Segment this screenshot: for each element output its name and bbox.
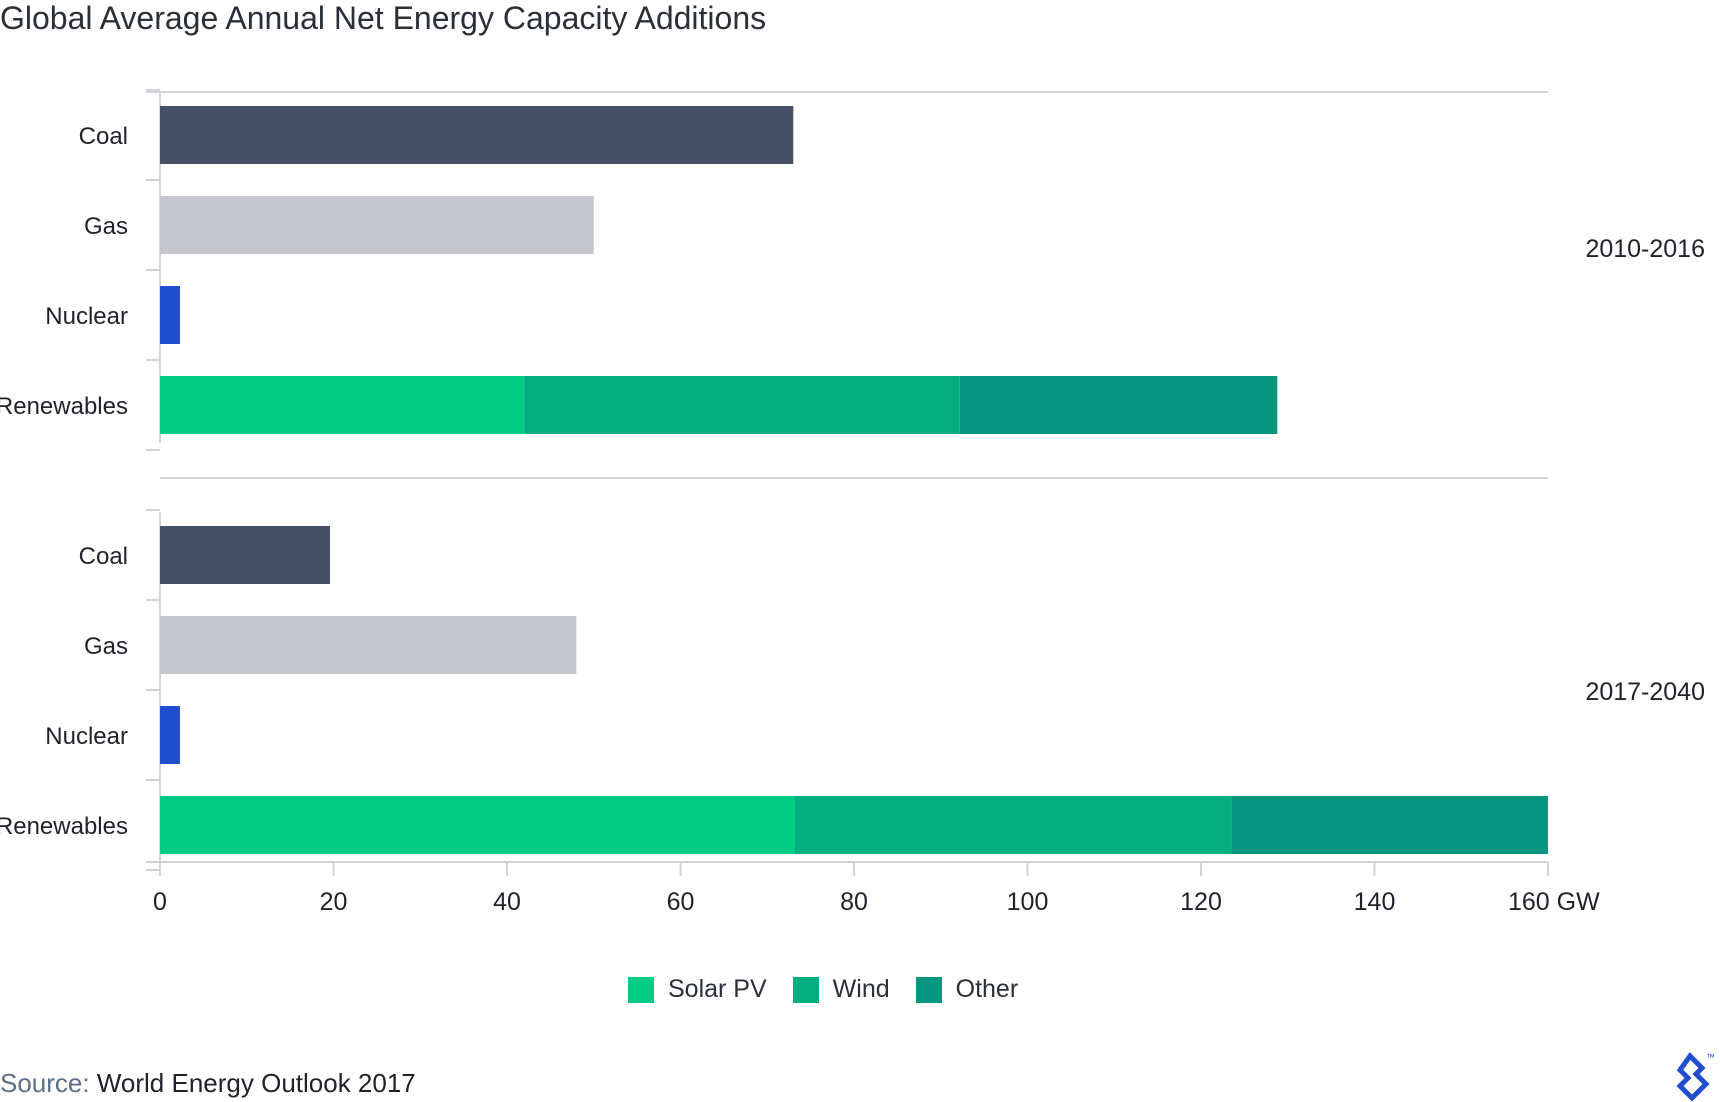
period-label-2010-2016: 2010-2016 — [1585, 235, 1705, 263]
trademark-mark: ™ — [1706, 1052, 1715, 1062]
bar-2017-2040-renewables-solar-pv — [160, 796, 796, 854]
grid-layer — [146, 89, 1549, 876]
x-tick-label: 80 — [840, 888, 868, 916]
bar-2010-2016-nuclear-nuclear — [160, 286, 180, 344]
legend-item-other[interactable]: Other — [915, 975, 1019, 1004]
x-tick-label: 100 — [1007, 888, 1049, 916]
bar-2010-2016-coal-coal — [160, 106, 794, 164]
category-label-coal: Coal — [79, 123, 128, 150]
bar-2010-2016-gas-gas — [160, 196, 594, 254]
x-tick-label: 140 — [1354, 888, 1396, 916]
bar-2017-2040-nuclear-nuclear — [160, 706, 180, 764]
bars-layer — [160, 106, 1548, 854]
category-label-coal: Coal — [79, 543, 128, 570]
bar-2010-2016-renewables-solar-pv — [160, 376, 525, 434]
toptal-logo-icon: ™ — [1676, 1052, 1715, 1102]
category-label-renewables: Renewables — [0, 813, 128, 840]
source-label: Source: — [0, 1068, 90, 1098]
category-label-renewables: Renewables — [0, 393, 128, 420]
legend-label-wind: Wind — [832, 975, 890, 1003]
source-note: Source: World Energy Outlook 2017 — [0, 1068, 416, 1099]
legend-swatch-solar-pv — [628, 976, 654, 1003]
legend-item-wind[interactable]: Wind — [792, 975, 890, 1004]
labels-layer: 0 20 40 60 80 100 120 140 160 GW Coal Gas Nuclear Re… — [0, 123, 1705, 916]
bar-2010-2016-renewables-other — [959, 376, 1278, 434]
legend-label-solar-pv: Solar PV — [668, 975, 767, 1003]
legend-swatch-wind — [792, 976, 819, 1003]
legend: Solar PV Wind Other — [628, 975, 1044, 1004]
bar-2017-2040-renewables-wind — [795, 796, 1232, 854]
category-label-gas: Gas — [84, 213, 128, 240]
period-label-2017-2040: 2017-2040 — [1585, 678, 1705, 706]
x-tick-label: 40 — [493, 888, 521, 916]
x-tick-label: 60 — [667, 888, 695, 916]
chart-title: Global Average Annual Net Energy Capacit… — [0, 0, 767, 36]
category-label-gas: Gas — [84, 633, 128, 660]
x-tick-label: 120 — [1180, 888, 1222, 916]
legend-item-solar-pv[interactable]: Solar PV — [628, 975, 767, 1004]
category-label-nuclear: Nuclear — [45, 723, 128, 750]
bar-2010-2016-renewables-wind — [524, 376, 960, 434]
legend-swatch-other — [915, 976, 942, 1003]
bar-2017-2040-coal-coal — [160, 526, 331, 584]
bar-2017-2040-renewables-other — [1231, 796, 1548, 854]
x-tick-label: 0 — [153, 888, 167, 916]
source-text: World Energy Outlook 2017 — [96, 1068, 416, 1098]
bar-2017-2040-gas-gas — [160, 616, 577, 674]
category-label-nuclear: Nuclear — [45, 303, 128, 330]
x-tick-label: 20 — [320, 888, 348, 916]
x-tick-label: 160 GW — [1508, 888, 1600, 916]
legend-label-other: Other — [955, 975, 1019, 1003]
